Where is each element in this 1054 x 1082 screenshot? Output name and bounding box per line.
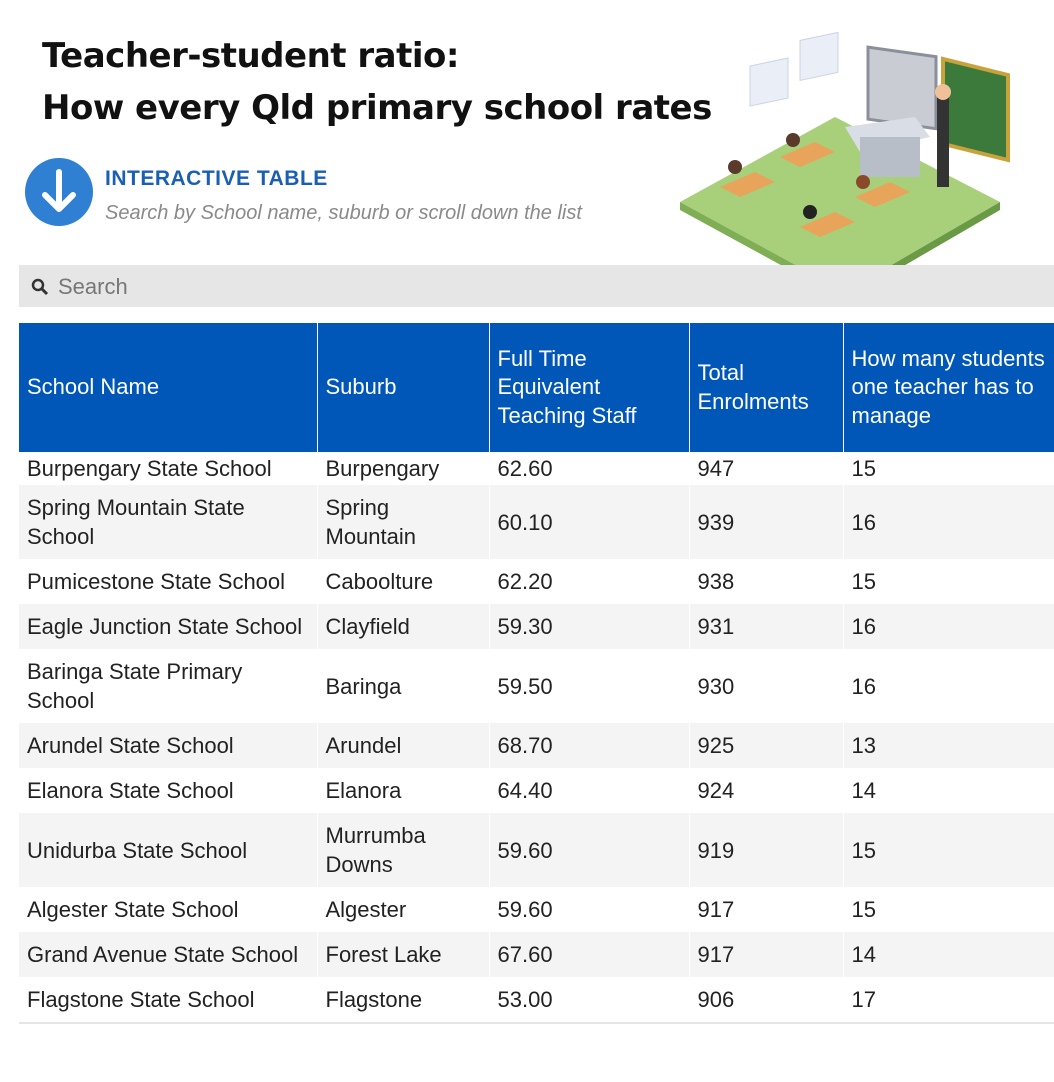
table-body: Burpengary State School Burpengary 62.60 94… — [19, 452, 1054, 1024]
table-cell: Arundel State School — [19, 723, 318, 768]
table-cell: 16 — [843, 604, 1054, 649]
table-row: Eagle Junction State School Clayfield 59.3… — [19, 604, 1054, 649]
column-header[interactable]: Full Time Equivalent Teaching Staff — [489, 323, 690, 452]
table-cell: Baringa — [317, 649, 490, 723]
table-cell: 917 — [689, 887, 844, 932]
table-cell: Burpengary State School — [19, 452, 318, 485]
table-cell: 60.10 — [489, 485, 690, 559]
table-cell: Elanora State School — [19, 768, 318, 813]
table-cell: Spring Mountain — [317, 485, 490, 559]
table-row: Algester State School Algester 59.60 917 15 — [19, 887, 1054, 932]
title: Teacher-student ratio: How every Qld pri… — [42, 30, 712, 134]
table-cell: Algester — [317, 887, 490, 932]
table-cell: 15 — [843, 559, 1054, 604]
table-cell: 917 — [689, 932, 844, 977]
table-cell: Grand Avenue State School — [19, 932, 318, 977]
table-cell: 15 — [843, 813, 1054, 887]
table-cell: Elanora — [317, 768, 490, 813]
table-cell: 59.60 — [489, 813, 690, 887]
table-cell: 906 — [689, 977, 844, 1024]
search-icon — [31, 278, 49, 296]
table-cell: 16 — [843, 649, 1054, 723]
table-row: Pumicestone State School Caboolture 62.20 9… — [19, 559, 1054, 604]
table-cell: 947 — [689, 452, 844, 485]
table-row: Arundel State School Arundel 68.70 925 13 — [19, 723, 1054, 768]
kicker: INTERACTIVE TABLE — [105, 167, 328, 190]
table-row: Grand Avenue State School Forest Lake 67.6… — [19, 932, 1054, 977]
table-cell: Arundel — [317, 723, 490, 768]
column-header[interactable]: School Name — [19, 323, 318, 452]
table-cell: Spring Mountain State School — [19, 485, 318, 559]
table-cell: Flagstone State School — [19, 977, 318, 1024]
table-row: Flagstone State School Flagstone 53.00 906 1… — [19, 977, 1054, 1024]
table-cell: 14 — [843, 932, 1054, 977]
table-cell: 919 — [689, 813, 844, 887]
table-cell: Algester State School — [19, 887, 318, 932]
table-cell: 59.30 — [489, 604, 690, 649]
table-row: Burpengary State School Burpengary 62.60 94… — [19, 452, 1054, 485]
title-line: Teacher-student ratio: — [42, 36, 459, 76]
subtitle: Search by School name, suburb or scroll … — [105, 202, 582, 224]
header-row: School Name Suburb Full Time Equivalent Te… — [19, 323, 1054, 452]
table-cell: 15 — [843, 452, 1054, 485]
table-cell: 939 — [689, 485, 844, 559]
table-cell: 925 — [689, 723, 844, 768]
table-cell: 938 — [689, 559, 844, 604]
column-header[interactable]: Total Enrolments — [689, 323, 844, 452]
classroom-illustration — [680, 31, 1010, 300]
table-cell: Murrumba Downs — [317, 813, 490, 887]
table-row: Unidurba State School Murrumba Downs 59.60… — [19, 813, 1054, 887]
table-cell: 930 — [689, 649, 844, 723]
table-cell: Caboolture — [317, 559, 490, 604]
search-placeholder: Search — [58, 274, 128, 299]
table-row: Baringa State Primary School Baringa 59.50… — [19, 649, 1054, 723]
table-cell: 59.50 — [489, 649, 690, 723]
table-cell: Forest Lake — [317, 932, 490, 977]
table-cell: 13 — [843, 723, 1054, 768]
table-cell: 62.60 — [489, 452, 690, 485]
table-cell: Pumicestone State School — [19, 559, 318, 604]
data-table: School Name Suburb Full Time Equivalent Te… — [19, 323, 1054, 1024]
table-row: Elanora State School Elanora 64.40 924 14 — [19, 768, 1054, 813]
table-cell: 68.70 — [489, 723, 690, 768]
table-cell: 924 — [689, 768, 844, 813]
table-cell: Eagle Junction State School — [19, 604, 318, 649]
table-cell: Burpengary — [317, 452, 490, 485]
table-cell: Clayfield — [317, 604, 490, 649]
table-cell: 62.20 — [489, 559, 690, 604]
table-cell: 64.40 — [489, 768, 690, 813]
title-line: How every Qld primary school rates — [42, 88, 712, 128]
table-cell: 14 — [843, 768, 1054, 813]
table-cell: 67.60 — [489, 932, 690, 977]
table-cell: 931 — [689, 604, 844, 649]
scroll-icon — [25, 158, 93, 226]
table-cell: Unidurba State School — [19, 813, 318, 887]
table-cell: 59.60 — [489, 887, 690, 932]
table-cell: Flagstone — [317, 977, 490, 1024]
table-cell: 15 — [843, 887, 1054, 932]
table-cell: Baringa State Primary School — [19, 649, 318, 723]
search-box[interactable]: Search — [19, 265, 1054, 307]
column-header[interactable]: Suburb — [317, 323, 490, 452]
table-cell: 53.00 — [489, 977, 690, 1024]
table-row: Spring Mountain State School Spring Mount… — [19, 485, 1054, 559]
table-cell: 16 — [843, 485, 1054, 559]
table-cell: 17 — [843, 977, 1054, 1024]
column-header[interactable]: How many students one teacher has to man… — [843, 323, 1054, 452]
